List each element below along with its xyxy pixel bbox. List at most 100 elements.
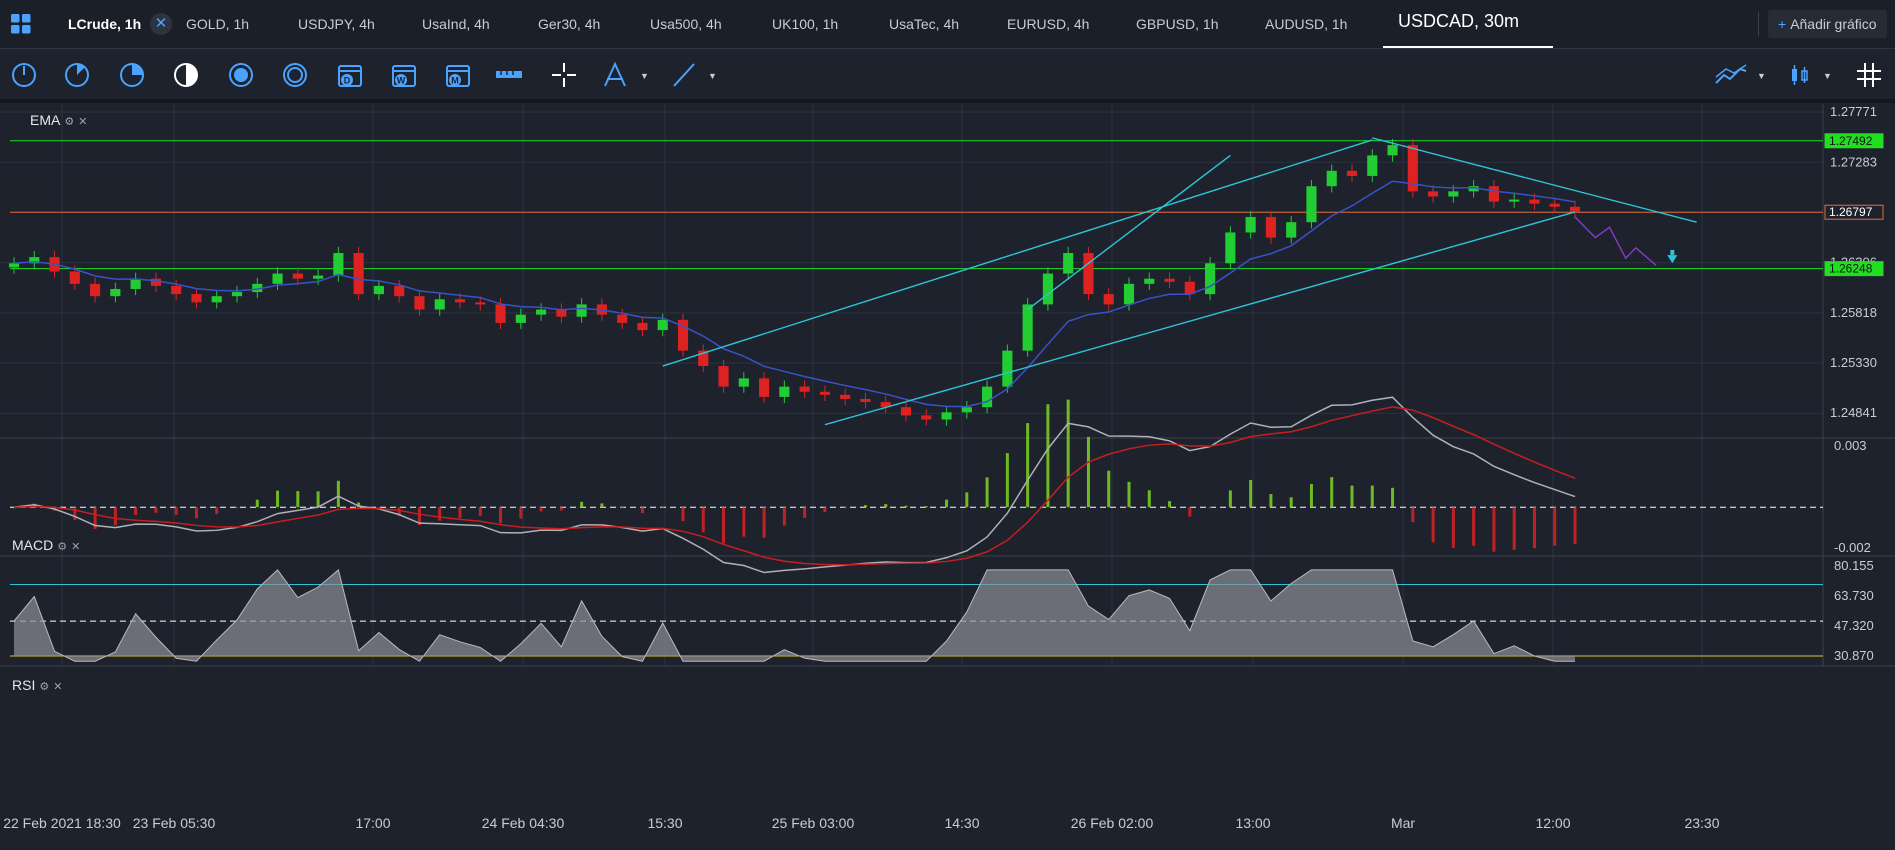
chevron-down-icon[interactable]: ▼ <box>1823 71 1832 81</box>
x-tick-label: 22 Feb 2021 18:30 <box>3 815 121 831</box>
macd-histogram-bar <box>12 507 16 509</box>
tab-usa500[interactable]: Usa500, 4h <box>650 16 722 32</box>
tab-gold[interactable]: GOLD, 1h <box>186 16 250 32</box>
macd-histogram-bar <box>1309 484 1313 508</box>
ema-label[interactable]: EMA ⚙ ✕ <box>30 112 87 128</box>
candle <box>941 412 952 420</box>
macd-histogram-bar <box>620 507 624 509</box>
candle <box>1367 155 1378 176</box>
candle <box>860 398 871 403</box>
tab-gbpusd[interactable]: GBPUSD, 1h <box>1136 16 1219 32</box>
chevron-down-icon[interactable]: ▼ <box>640 71 649 81</box>
ruler-icon[interactable] <box>495 61 523 89</box>
grid-menu-icon[interactable] <box>10 13 32 35</box>
candle <box>1022 304 1033 351</box>
y-tick-label: 1.24841 <box>1830 405 1877 420</box>
macd-histogram-bar <box>194 507 198 519</box>
settings-icon[interactable]: ⚙ <box>39 681 50 693</box>
monthly-calendar-icon[interactable]: M <box>444 61 472 89</box>
y-tick-label: 1.27283 <box>1830 154 1877 169</box>
price-chart[interactable]: 1.277711.272831.263061.258181.253301.248… <box>0 104 1895 845</box>
close-icon[interactable]: ✕ <box>71 541 81 553</box>
chevron-down-icon[interactable]: ▼ <box>708 71 717 81</box>
y-tick-label: 63.730 <box>1834 588 1874 603</box>
pie-quarter-icon[interactable] <box>63 61 91 89</box>
tab-usatec[interactable]: UsaTec, 4h <box>889 16 960 32</box>
candle <box>961 407 972 413</box>
weekly-calendar-icon[interactable]: W <box>390 61 418 89</box>
arrow-down-icon <box>1670 249 1675 255</box>
tab-usaind[interactable]: UsaInd, 4h <box>422 16 490 32</box>
tab-audusd[interactable]: AUDUSD, 1h <box>1265 16 1348 32</box>
tab-lcrude[interactable]: LCrude, 1h <box>68 16 142 32</box>
macd-histogram-bar <box>1107 470 1111 508</box>
daily-calendar-icon[interactable]: D <box>336 61 364 89</box>
candle <box>1407 145 1418 192</box>
macd-histogram-bar <box>1532 507 1536 549</box>
candle <box>637 322 648 331</box>
macd-histogram-bar <box>1573 507 1577 544</box>
macd-label-text: MACD <box>12 537 54 553</box>
macd-histogram-bar <box>1127 481 1131 508</box>
pie-half-icon[interactable] <box>118 61 146 89</box>
price-level-value: 1.27492 <box>1829 134 1873 148</box>
macd-histogram-bar <box>1168 501 1172 508</box>
grid-toggle-icon[interactable] <box>1855 61 1883 89</box>
candle <box>1063 253 1074 274</box>
settings-icon[interactable]: ⚙ <box>64 116 75 128</box>
close-icon[interactable]: ✕ <box>78 116 88 128</box>
tab-uk100[interactable]: UK100, 1h <box>772 16 839 32</box>
candle <box>1549 203 1560 207</box>
candle <box>353 253 364 295</box>
tab-usdcad[interactable]: USDCAD, 30m <box>1383 0 1553 48</box>
rsi-label[interactable]: RSI ⚙ ✕ <box>12 677 62 693</box>
candle <box>333 253 344 276</box>
candle <box>8 263 20 268</box>
chevron-down-icon[interactable]: ▼ <box>1757 71 1766 81</box>
arrow-down-icon <box>1667 255 1678 264</box>
macd-histogram-bar <box>539 507 543 512</box>
contrast-icon[interactable] <box>172 61 200 89</box>
close-tab-icon[interactable]: ✕ <box>150 13 172 35</box>
crosshair-circle-icon[interactable] <box>10 61 38 89</box>
fib-tool-icon[interactable] <box>601 61 629 89</box>
macd-histogram-bar <box>782 507 786 526</box>
hourly-circle-icon[interactable] <box>227 61 255 89</box>
tab-usdjpy[interactable]: USDJPY, 4h <box>298 16 375 32</box>
macd-histogram-bar <box>296 491 300 508</box>
tab-divider <box>1758 12 1759 36</box>
candle <box>1184 281 1195 295</box>
macd-histogram-bar <box>134 507 138 516</box>
trendline-icon[interactable] <box>670 61 698 89</box>
candle <box>69 271 80 284</box>
x-tick-label: 25 Feb 03:00 <box>772 815 855 831</box>
close-icon[interactable]: ✕ <box>53 681 63 693</box>
candle <box>515 314 526 323</box>
crosshair-icon[interactable] <box>550 61 578 89</box>
macd-histogram-bar <box>1086 436 1090 508</box>
x-tick-label: 23 Feb 05:30 <box>133 815 216 831</box>
four-hour-circle-icon[interactable] <box>281 61 309 89</box>
price-level-tag <box>1824 204 1884 220</box>
macd-histogram-bar <box>580 501 584 508</box>
y-tick-label: 1.27771 <box>1830 104 1877 119</box>
candles-icon[interactable] <box>1786 61 1814 89</box>
chart-type-icon[interactable] <box>1714 61 1748 89</box>
chart-area[interactable]: 1.277711.272831.263061.258181.253301.248… <box>0 104 1895 845</box>
candle <box>1103 294 1114 305</box>
tab-eurusd[interactable]: EURUSD, 4h <box>1007 16 1090 32</box>
macd-label[interactable]: MACD ⚙ ✕ <box>12 537 80 553</box>
y-tick-label: 1.25818 <box>1830 305 1877 320</box>
macd-histogram-bar <box>519 507 523 519</box>
macd-histogram-bar <box>458 507 462 519</box>
candle <box>617 314 628 323</box>
tab-ger30[interactable]: Ger30, 4h <box>538 16 601 32</box>
candle <box>130 278 141 289</box>
macd-histogram-bar <box>1208 507 1212 509</box>
candle <box>1144 278 1155 284</box>
add-chart-button[interactable]: + Añadir gráfico <box>1768 10 1887 38</box>
settings-icon[interactable]: ⚙ <box>57 541 68 553</box>
macd-histogram-bar <box>417 507 421 526</box>
macd-histogram-bar <box>843 507 847 509</box>
svg-text:D: D <box>344 76 351 86</box>
